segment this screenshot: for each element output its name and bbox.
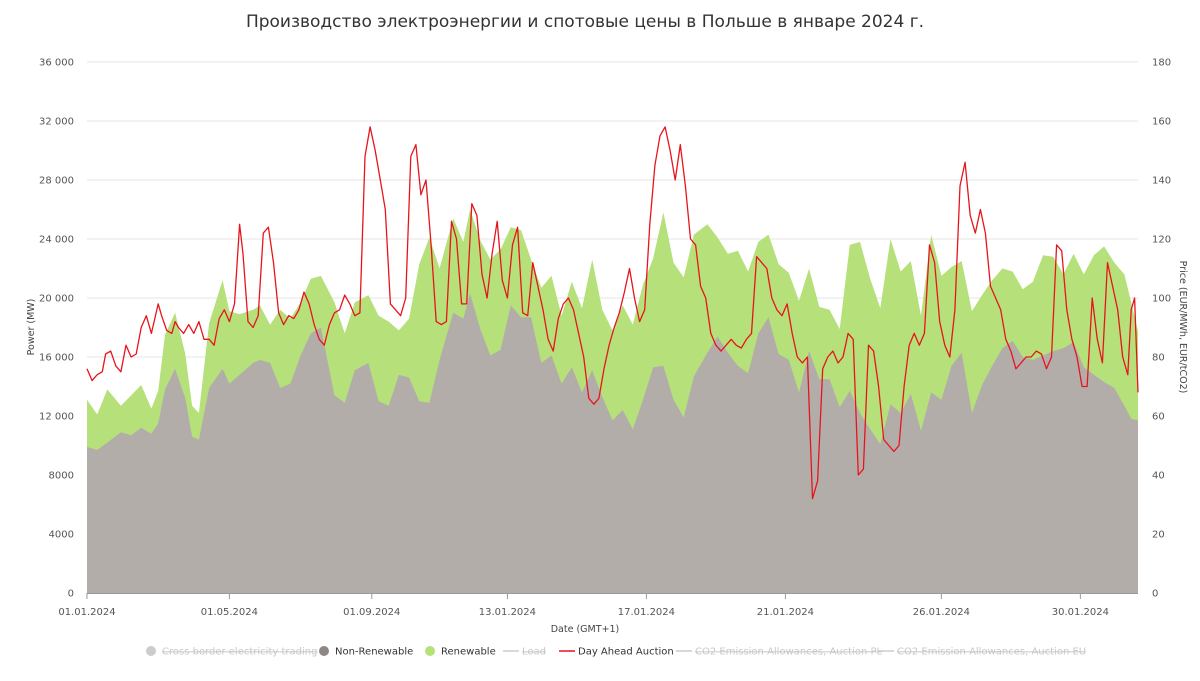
x-tick-label: 21.01.2024 (757, 607, 814, 618)
legend-label: Renewable (441, 647, 496, 658)
y-left-tick-label: 24 000 (39, 235, 74, 246)
y-right-tick-label: 140 (1152, 176, 1171, 187)
legend-label: Cross border electricity trading (162, 647, 317, 658)
y-axis-left-ticks: 0 4000 8000 12 000 16 000 20 000 24 000 28 000 3… (39, 58, 74, 600)
x-tick-label: 17.01.2024 (618, 607, 675, 618)
legend-item-non-renewable[interactable]: Non-Renewable (319, 646, 413, 658)
y-right-tick-label: 20 (1152, 530, 1165, 541)
legend-item-day-ahead-auction[interactable]: Day Ahead Auction (559, 647, 674, 658)
y-left-tick-label: 8000 (49, 471, 74, 482)
y-left-tick-label: 12 000 (39, 412, 74, 423)
y-left-tick-label: 20 000 (39, 294, 74, 305)
legend-item-cross-border-electricity-trading[interactable]: Cross border electricity trading (146, 646, 317, 658)
legend-symbol (319, 646, 329, 656)
legend-label: Non-Renewable (335, 647, 413, 658)
non-renewable-area[interactable] (87, 293, 1138, 593)
x-tick-label: 01.01.2024 (58, 607, 115, 618)
y-right-tick-label: 180 (1152, 58, 1171, 69)
x-tick-label: 26.01.2024 (913, 607, 970, 618)
y-right-tick-label: 40 (1152, 471, 1165, 482)
line-series (86, 126, 1139, 500)
x-axis-ticks: 01.01.2024 01.05.2024 01.09.2024 13.01.2024… (58, 593, 1109, 618)
legend-label: CO2 Emission Allowances, Auction PL (695, 647, 882, 658)
y-left-tick-label: 36 000 (39, 58, 74, 69)
y-right-tick-label: 80 (1152, 353, 1165, 364)
y-axis-right-ticks: 0 20 40 60 80 100 120 140 160 180 (1152, 58, 1171, 600)
legend-label: Day Ahead Auction (578, 647, 674, 658)
legend-symbol (425, 646, 435, 656)
day-ahead-auction-line[interactable] (86, 126, 1139, 500)
y-right-tick-label: 0 (1152, 589, 1158, 600)
x-tick-label: 30.01.2024 (1052, 607, 1109, 618)
y-right-tick-label: 60 (1152, 412, 1165, 423)
y-right-tick-label: 160 (1152, 117, 1171, 128)
legend: Cross border electricity trading Non-Rene… (146, 646, 1086, 658)
legend-label: Load (522, 647, 546, 658)
y-axis-right-title: Price (EUR/MWh, EUR/tCO2) (1177, 261, 1188, 394)
legend-item-renewable[interactable]: Renewable (425, 646, 496, 658)
legend-symbol (146, 646, 156, 656)
legend-label: CO2 Emission Allowances, Auction EU (897, 647, 1086, 658)
x-tick-label: 01.05.2024 (201, 607, 258, 618)
y-left-tick-label: 16 000 (39, 353, 74, 364)
x-tick-label: 01.09.2024 (343, 607, 400, 618)
legend-item-co2-emission-allowances-auction-eu[interactable]: CO2 Emission Allowances, Auction EU (878, 647, 1086, 658)
y-left-tick-label: 28 000 (39, 176, 74, 187)
y-right-tick-label: 100 (1152, 294, 1171, 305)
y-left-tick-label: 0 (68, 589, 74, 600)
legend-item-load[interactable]: Load (503, 647, 546, 658)
y-axis-left-title: Power (MW) (26, 299, 37, 356)
area-series (87, 209, 1138, 593)
x-tick-label: 13.01.2024 (479, 607, 536, 618)
legend-item-co2-emission-allowances-auction-pl[interactable]: CO2 Emission Allowances, Auction PL (676, 647, 882, 658)
y-left-tick-label: 4000 (49, 530, 74, 541)
y-left-tick-label: 32 000 (39, 117, 74, 128)
y-right-tick-label: 120 (1152, 235, 1171, 246)
chart-title: Производство электроэнергии и спотовые ц… (246, 12, 924, 32)
x-axis-title: Date (GMT+1) (551, 624, 620, 635)
